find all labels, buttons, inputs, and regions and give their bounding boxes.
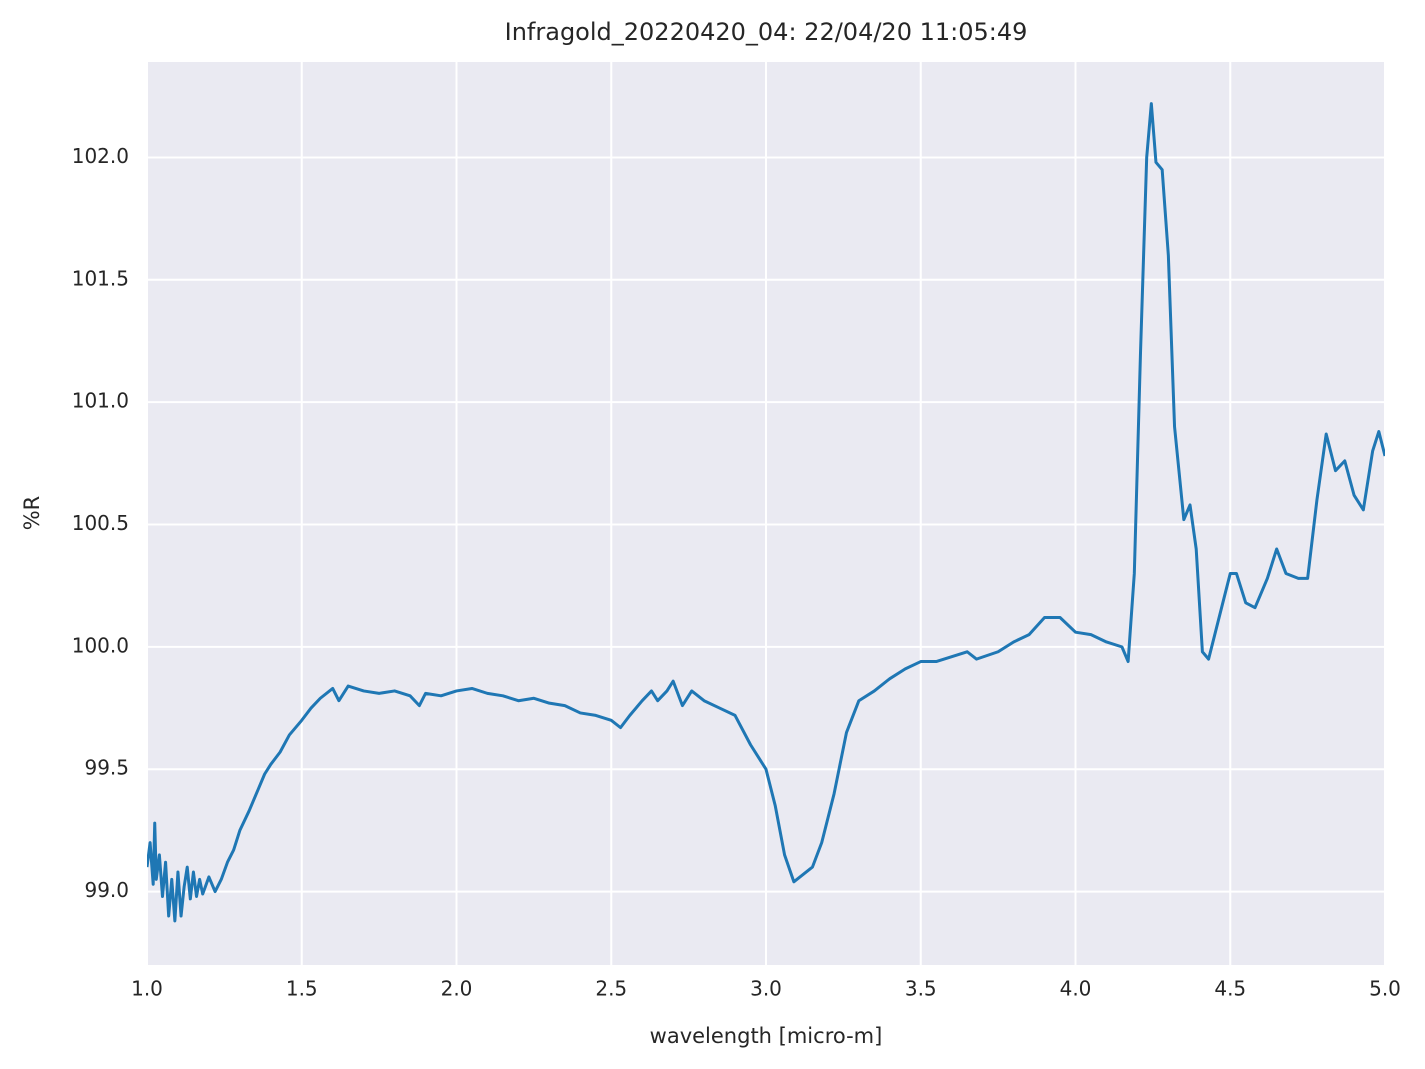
x-axis-label: wavelength [micro-m] [650,1024,883,1048]
x-tick-label: 4.0 [1060,977,1092,1001]
x-tick-label: 2.5 [595,977,627,1001]
y-tick-label: 100.5 [72,511,129,535]
y-tick-label: 99.5 [84,756,129,780]
x-tick-label: 1.0 [131,977,163,1001]
x-tick-label: 1.5 [286,977,318,1001]
y-tick-label: 101.5 [72,266,129,290]
x-tick-label: 3.5 [905,977,937,1001]
data-line [147,102,1385,923]
y-tick-label: 99.0 [84,878,129,902]
chart-title: Infragold_20220420_04: 22/04/20 11:05:49 [505,18,1028,46]
x-tick-label: 5.0 [1369,977,1401,1001]
x-tick-label: 2.0 [441,977,473,1001]
x-tick-label: 4.5 [1214,977,1246,1001]
y-tick-label: 100.0 [72,633,129,657]
y-tick-label: 102.0 [72,144,129,168]
x-tick-label: 3.0 [750,977,782,1001]
y-tick-label: 101.0 [72,389,129,413]
y-axis-label: %R [20,496,44,531]
